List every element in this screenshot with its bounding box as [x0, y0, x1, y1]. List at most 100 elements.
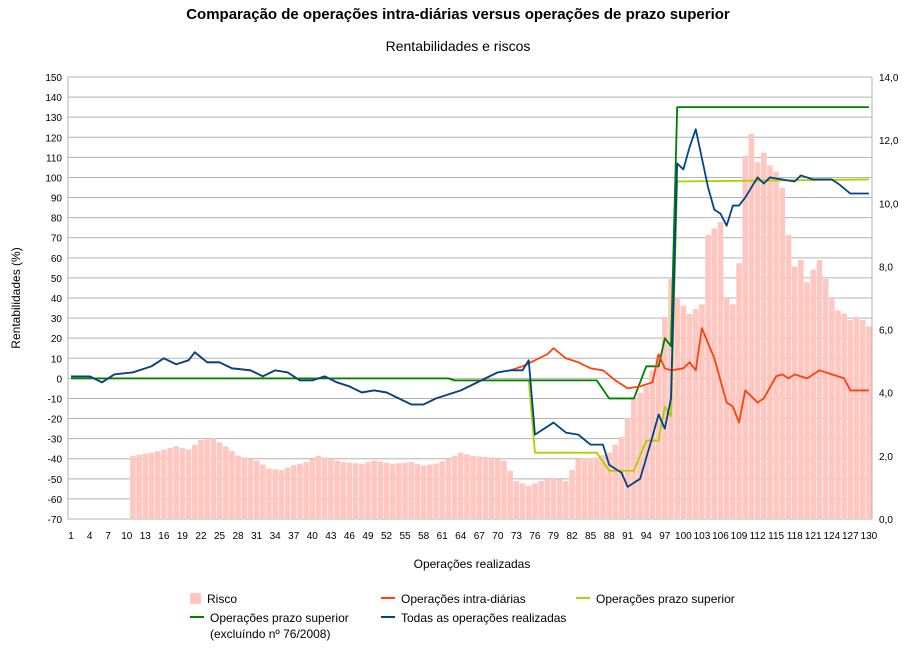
risk-bar [241, 457, 248, 519]
risk-bar [532, 483, 538, 519]
series-lines [71, 106, 869, 488]
risk-bar [247, 459, 254, 519]
risk-bar [587, 457, 594, 519]
x-tick-label: 40 [307, 531, 319, 542]
x-tick-label: 82 [566, 531, 578, 542]
x-tick-label: 67 [474, 531, 486, 542]
risk-bar [365, 462, 371, 519]
risk-bar [550, 477, 557, 519]
risk-bar [760, 152, 767, 519]
risk-bar [525, 485, 532, 519]
x-tick-label: 112 [750, 531, 766, 542]
y-tick-label: -30 [48, 435, 63, 446]
x-tick-label: 13 [140, 531, 152, 542]
risk-bar [167, 447, 173, 519]
x-tick-label: 121 [805, 531, 822, 542]
risk-bar [835, 310, 841, 519]
risk-bar [482, 456, 489, 519]
y-tick-label: -60 [48, 495, 63, 506]
y-tick-label: 140 [45, 93, 62, 104]
x-tick-label: 22 [195, 531, 207, 542]
x-tick-label: 7 [105, 531, 111, 542]
x-tick-label: 58 [418, 531, 430, 542]
chart-title: Comparação de operações intra-diárias ve… [186, 6, 730, 23]
risk-bar [427, 464, 433, 519]
risk-bar [389, 463, 396, 519]
y-tick-label: 110 [46, 153, 62, 164]
risk-bar [309, 459, 316, 519]
y-tick-label: 50 [51, 274, 63, 285]
risk-bar [767, 165, 773, 519]
risk-bar [253, 460, 260, 519]
x-tick-label: 127 [842, 531, 859, 542]
risk-bar [457, 452, 464, 519]
risk-bar [575, 459, 582, 519]
risk-bar [501, 460, 507, 519]
x-tick-label: 4 [87, 531, 93, 542]
risk-bar [414, 463, 421, 519]
risk-bar [148, 452, 155, 519]
risk-bar [544, 479, 551, 519]
risk-bar [352, 463, 359, 519]
risk-bar [130, 455, 136, 519]
risk-bar [612, 444, 619, 519]
risk-bar [383, 462, 390, 519]
risk-bar [334, 460, 340, 519]
risk-bar [538, 481, 544, 519]
risk-bar [154, 451, 161, 519]
risk-bar [408, 462, 415, 519]
risk-bar [773, 171, 779, 519]
y-tick-label: 120 [45, 133, 62, 144]
y-tick-label: 100 [45, 173, 62, 184]
x-tick-label: 31 [251, 531, 263, 542]
risk-bar [798, 260, 804, 519]
risk-bar [711, 228, 718, 520]
risk-bar [600, 455, 606, 519]
risk-bar [303, 462, 309, 519]
x-tick-label: 115 [768, 531, 784, 542]
x-tick-label: 46 [344, 531, 356, 542]
x-tick-label: 64 [455, 531, 467, 542]
risk-bar [810, 269, 817, 519]
risk-bar [179, 447, 186, 519]
y-tick-label: 30 [51, 314, 63, 325]
x-tick-label: 16 [158, 531, 170, 542]
x-tick-label: 70 [492, 531, 504, 542]
risk-bars [130, 133, 872, 520]
risk-bar [822, 279, 829, 519]
risk-bar [699, 304, 705, 519]
chart-subtitle: Rentabilidades e riscos [385, 38, 531, 54]
risk-bar [235, 455, 241, 519]
risk-bar [859, 320, 866, 519]
all-operations-line [71, 128, 869, 488]
risk-bar [204, 439, 210, 519]
risk-bar [829, 298, 835, 519]
risk-bar [433, 463, 439, 519]
y-tick-label: 150 [45, 73, 62, 84]
risk-bar [606, 452, 612, 519]
risk-bar [328, 459, 334, 519]
risk-bar [736, 263, 742, 519]
y-axis-label: Rentabilidades (%) [9, 247, 23, 348]
risk-bar [321, 457, 328, 519]
risk-bar [266, 468, 272, 519]
y-tick-label: 80 [51, 214, 63, 225]
risk-bar [730, 304, 736, 519]
risk-bar [866, 326, 872, 519]
risk-bar [847, 320, 854, 519]
risk-bar [631, 399, 637, 519]
risk-bar [618, 436, 625, 519]
x-tick-label: 37 [288, 531, 300, 542]
risk-bar [229, 451, 235, 519]
y2-tick-label: 10,0 [879, 199, 899, 210]
risk-bar [748, 133, 755, 520]
x-tick-label: 55 [399, 531, 411, 542]
risk-bar [705, 234, 711, 519]
risk-bar [136, 454, 142, 519]
risk-bar [272, 469, 278, 519]
risk-bar [804, 282, 810, 519]
risk-bar [680, 305, 687, 519]
risk-bar [470, 455, 476, 519]
risk-bar [260, 464, 266, 519]
y2-tick-label: 4,0 [879, 389, 893, 400]
